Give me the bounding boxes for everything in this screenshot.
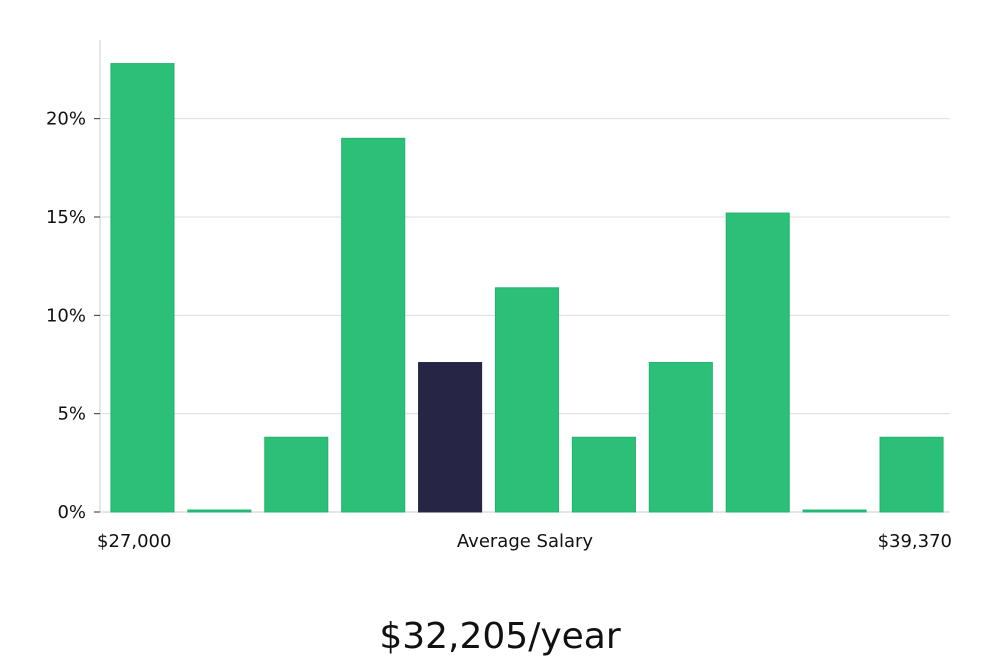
bars <box>110 63 944 513</box>
histogram-bar <box>110 63 175 513</box>
y-tick-label: 15% <box>46 207 86 228</box>
histogram-bar <box>494 287 560 513</box>
histogram-bar <box>341 137 406 513</box>
y-tick-label: 10% <box>46 305 86 326</box>
histogram-bar <box>571 436 636 513</box>
histogram-bar <box>187 509 252 513</box>
y-tick-label: 0% <box>57 502 86 523</box>
x-min-label: $27,000 <box>97 531 171 552</box>
average-salary-summary: $32,205/year <box>379 616 621 657</box>
histogram-bar-average <box>418 362 483 513</box>
histogram-bar <box>648 362 713 513</box>
histogram-bar <box>725 212 790 513</box>
histogram-bar <box>264 436 329 513</box>
y-tick-label: 5% <box>57 404 86 425</box>
histogram-bar <box>802 509 867 513</box>
x-max-label: $39,370 <box>878 531 952 552</box>
y-tick-label: 20% <box>46 109 86 130</box>
histogram-bar <box>879 436 944 513</box>
x-axis-title: Average Salary <box>457 531 594 552</box>
y-axis-ticks: 0% 5% 10% 15% 20% <box>46 109 100 523</box>
